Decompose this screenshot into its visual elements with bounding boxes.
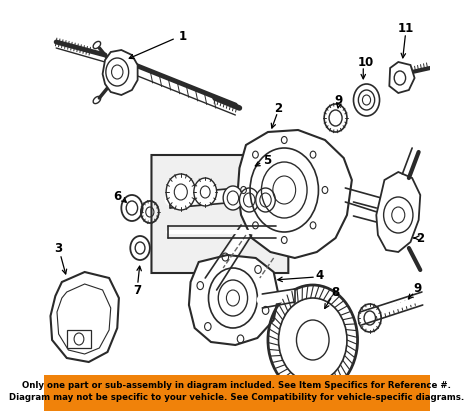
Text: 7: 7 bbox=[134, 284, 142, 296]
Circle shape bbox=[194, 178, 217, 206]
Text: 2: 2 bbox=[416, 231, 424, 245]
Text: 8: 8 bbox=[331, 286, 340, 298]
Polygon shape bbox=[376, 172, 420, 252]
Bar bbox=[67, 330, 91, 348]
Circle shape bbox=[223, 186, 243, 210]
Polygon shape bbox=[389, 62, 415, 93]
Circle shape bbox=[166, 174, 195, 210]
Polygon shape bbox=[102, 50, 137, 95]
Polygon shape bbox=[152, 155, 288, 273]
Text: Diagram may not be specific to your vehicle. See Compatibility for vehicle-speci: Diagram may not be specific to your vehi… bbox=[9, 393, 465, 402]
Text: 9: 9 bbox=[413, 282, 421, 295]
Text: 9: 9 bbox=[335, 93, 343, 106]
Text: 11: 11 bbox=[398, 21, 414, 35]
Text: 5: 5 bbox=[263, 153, 271, 166]
Text: 1: 1 bbox=[178, 30, 186, 42]
Text: Only one part or sub-assembly in diagram included. See Item Specifics for Refere: Only one part or sub-assembly in diagram… bbox=[22, 381, 452, 390]
Text: 2: 2 bbox=[273, 102, 282, 115]
Text: 6: 6 bbox=[113, 189, 121, 203]
Circle shape bbox=[239, 188, 259, 212]
Text: 10: 10 bbox=[357, 55, 374, 69]
Circle shape bbox=[256, 188, 275, 212]
Text: 3: 3 bbox=[55, 242, 63, 254]
Polygon shape bbox=[50, 272, 119, 362]
Text: 4: 4 bbox=[315, 268, 323, 282]
Polygon shape bbox=[238, 130, 352, 258]
Polygon shape bbox=[189, 255, 279, 345]
Bar bbox=[44, 375, 430, 411]
